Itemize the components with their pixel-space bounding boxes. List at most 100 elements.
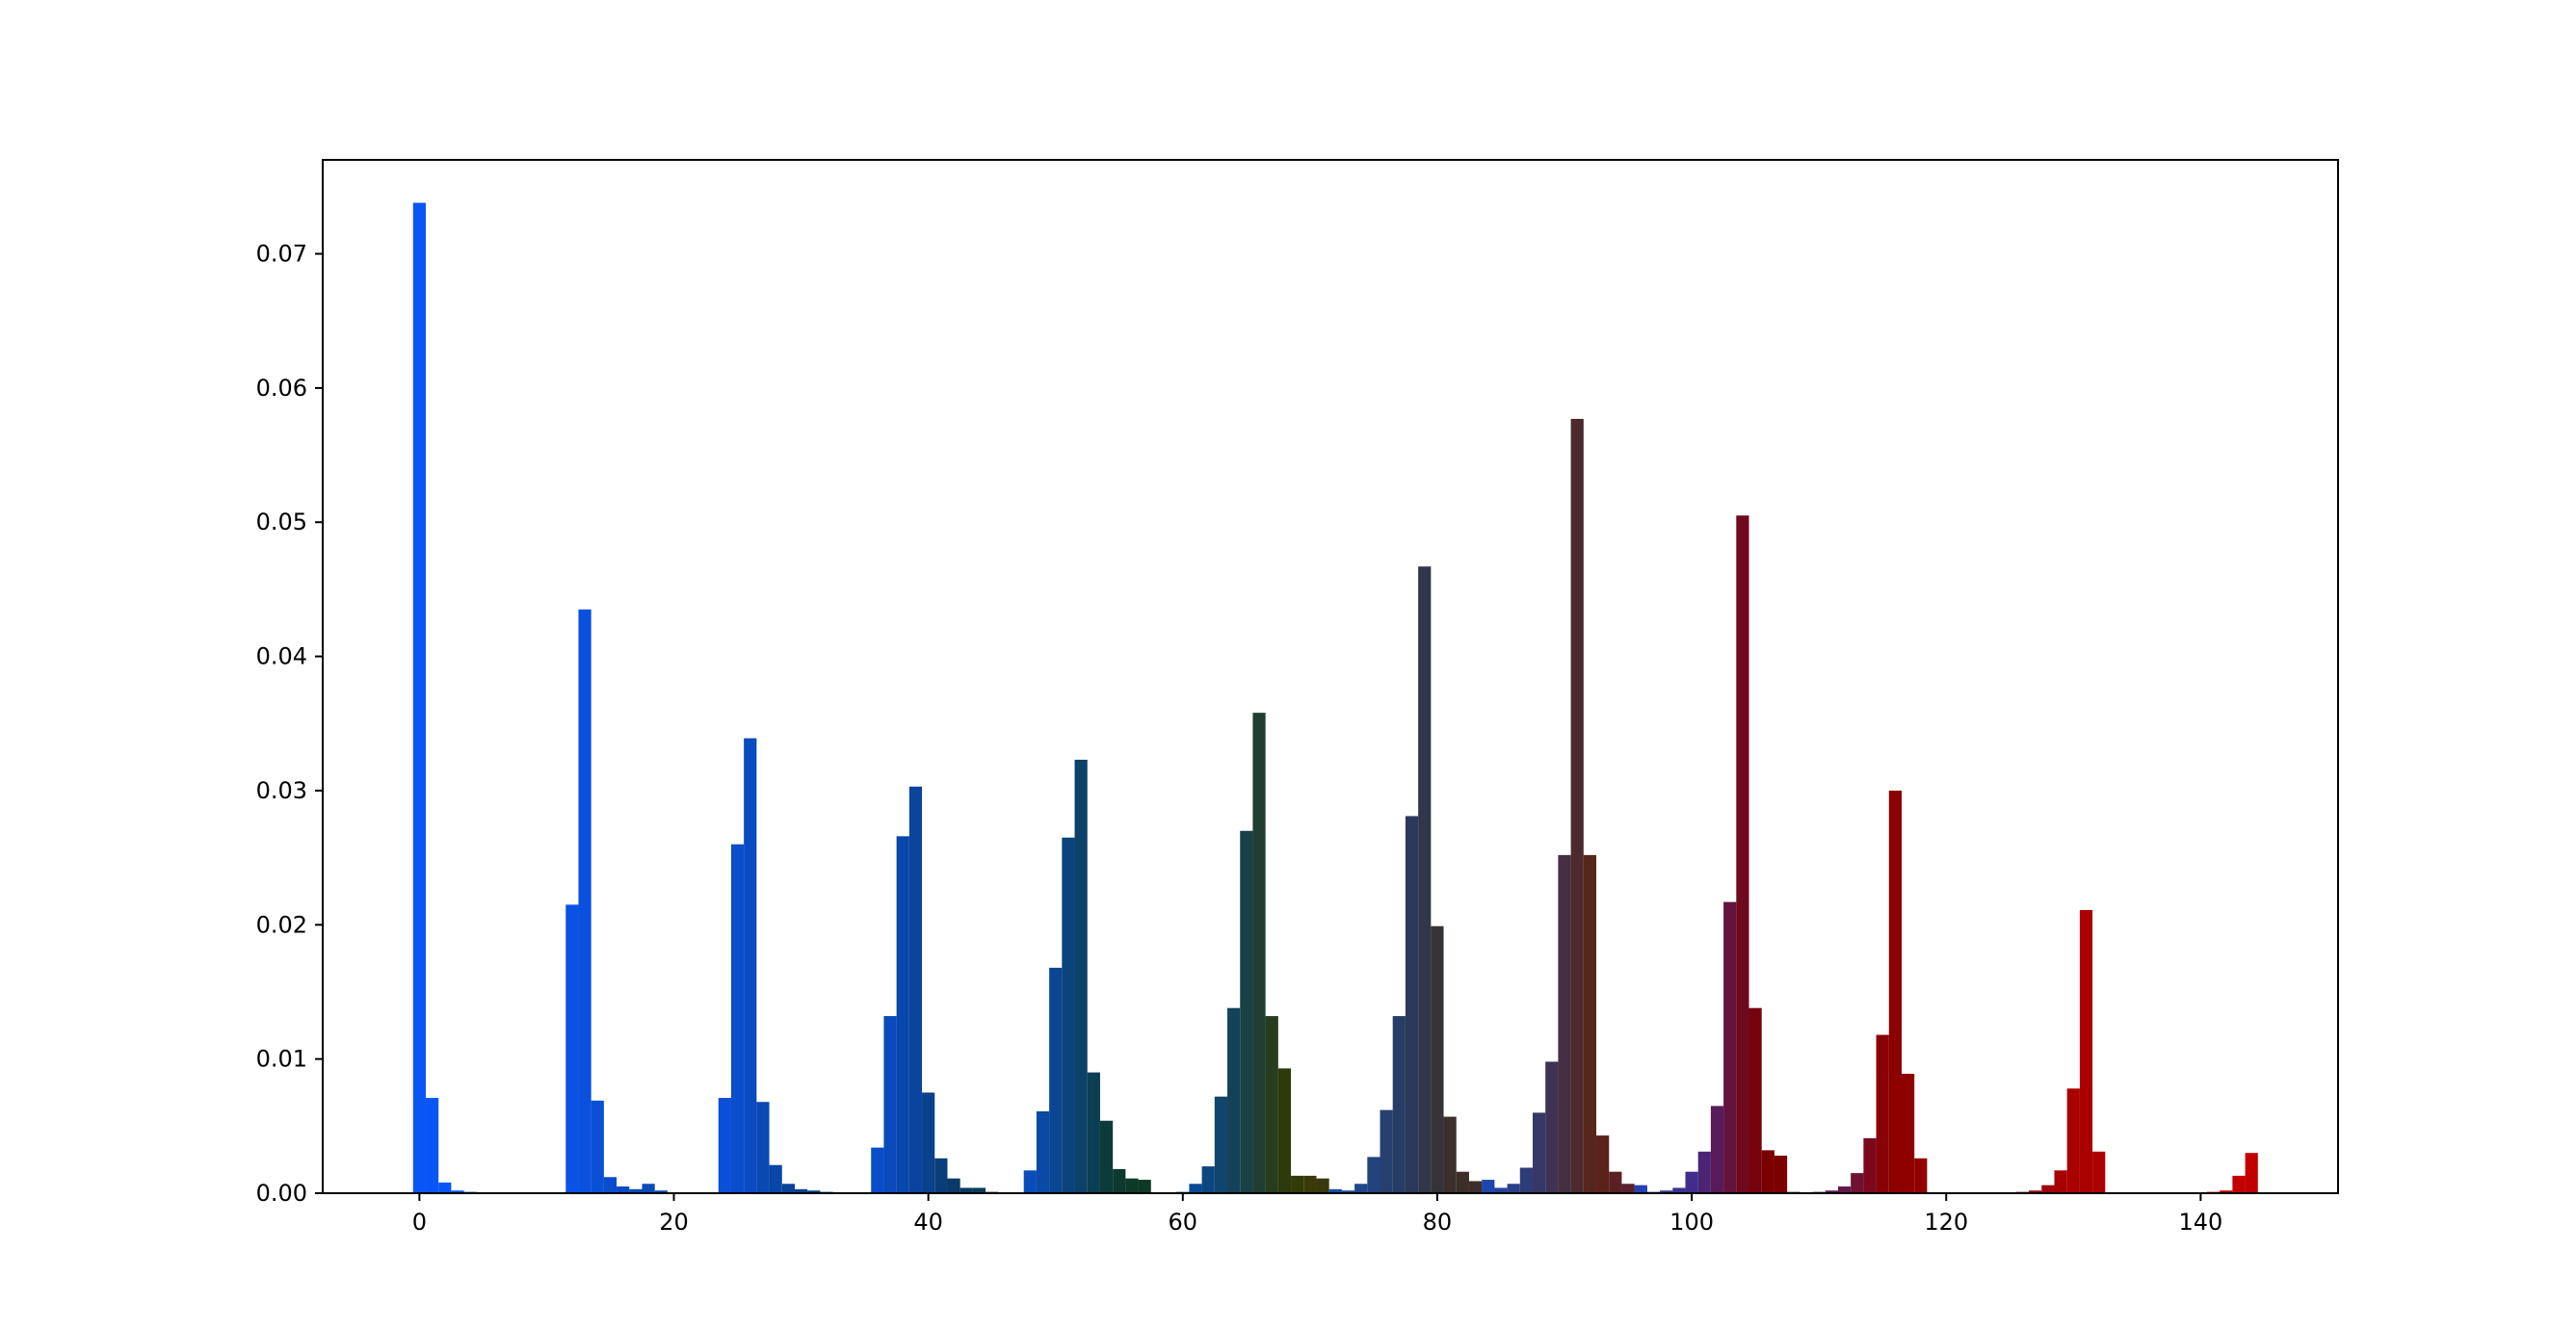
bar-103 <box>1723 901 1737 1193</box>
y-tick-label: 0.03 <box>256 777 307 804</box>
bar-95 <box>1621 1184 1635 1193</box>
bar-107 <box>1774 1155 1788 1193</box>
bar-24 <box>718 1098 731 1193</box>
x-tick-label: 60 <box>1169 1209 1198 1236</box>
bar-14 <box>591 1100 604 1193</box>
x-axis: 0 20 40 60 80 100 120 140 <box>412 1193 2222 1236</box>
bar-79 <box>1418 566 1432 1193</box>
bar-112 <box>1837 1186 1852 1193</box>
bar-19 <box>654 1190 668 1193</box>
bar-96 <box>1634 1185 1647 1193</box>
bar-115 <box>1876 1034 1889 1193</box>
x-tick-label: 0 <box>412 1209 427 1236</box>
bar-54 <box>1099 1120 1114 1193</box>
bar-85 <box>1494 1187 1508 1193</box>
bar-0 <box>412 202 426 1194</box>
bar-142 <box>2220 1190 2233 1193</box>
bar-144 <box>2245 1153 2258 1193</box>
y-tick-label: 0.06 <box>256 375 307 402</box>
bar-68 <box>1277 1068 1292 1193</box>
bar-113 <box>1851 1173 1864 1193</box>
x-tick-label: 100 <box>1669 1209 1714 1236</box>
bar-106 <box>1761 1150 1774 1193</box>
bar-62 <box>1201 1166 1215 1193</box>
bar-104 <box>1736 515 1749 1193</box>
bar-92 <box>1583 854 1597 1193</box>
bar-51 <box>1062 837 1075 1193</box>
bar-72 <box>1328 1188 1342 1193</box>
bar-66 <box>1252 713 1266 1193</box>
bar-52 <box>1074 759 1088 1193</box>
bar-48 <box>1023 1170 1037 1193</box>
bar-30 <box>794 1188 808 1193</box>
bar-84 <box>1482 1180 1495 1193</box>
bar-27 <box>756 1102 770 1193</box>
bar-87 <box>1519 1167 1533 1193</box>
x-tick-label: 80 <box>1423 1209 1453 1236</box>
bar-75 <box>1367 1157 1380 1193</box>
bar-76 <box>1380 1109 1393 1193</box>
bar-1 <box>425 1098 439 1193</box>
x-tick-label: 120 <box>1924 1209 1968 1236</box>
bar-2 <box>438 1182 452 1193</box>
bar-64 <box>1227 1007 1241 1193</box>
bar-29 <box>781 1184 795 1193</box>
bar-105 <box>1748 1007 1762 1193</box>
bar-91 <box>1570 418 1584 1193</box>
bar-132 <box>2092 1151 2106 1193</box>
y-tick-label: 0.00 <box>256 1180 307 1207</box>
bar-114 <box>1863 1137 1877 1193</box>
bar-53 <box>1087 1072 1100 1193</box>
bar-128 <box>2041 1185 2055 1193</box>
bar-37 <box>883 1016 897 1193</box>
bar-28 <box>769 1164 782 1193</box>
bar-36 <box>871 1147 884 1193</box>
bar-83 <box>1468 1181 1483 1193</box>
bar-15 <box>603 1177 618 1193</box>
bar-31 <box>807 1190 821 1193</box>
bar-102 <box>1710 1106 1724 1193</box>
bar-100 <box>1685 1171 1698 1193</box>
bar-57 <box>1138 1180 1151 1193</box>
bar-73 <box>1341 1190 1355 1193</box>
bar-50 <box>1049 967 1063 1193</box>
bar-118 <box>1914 1158 1928 1193</box>
y-tick-label: 0.04 <box>256 643 307 670</box>
bar-25 <box>730 844 745 1193</box>
bar-94 <box>1609 1171 1622 1193</box>
bar-127 <box>2029 1190 2042 1193</box>
bar-63 <box>1214 1096 1228 1193</box>
bar-130 <box>2066 1088 2080 1193</box>
bar-82 <box>1456 1171 1469 1193</box>
x-tick-label: 20 <box>659 1209 689 1236</box>
bar-70 <box>1303 1175 1317 1193</box>
bar-42 <box>947 1178 960 1193</box>
bar-55 <box>1113 1168 1126 1193</box>
bar-116 <box>1888 790 1902 1193</box>
bar-3 <box>451 1190 464 1193</box>
bar-88 <box>1532 1112 1546 1193</box>
bar-39 <box>908 786 923 1193</box>
bar-17 <box>629 1188 643 1193</box>
bar-44 <box>972 1187 986 1193</box>
bar-131 <box>2079 909 2093 1193</box>
bar-93 <box>1596 1135 1610 1193</box>
x-tick-label: 40 <box>913 1209 943 1236</box>
bar-40 <box>922 1092 935 1193</box>
bar-12 <box>565 904 579 1193</box>
bar-111 <box>1825 1190 1838 1193</box>
plot-frame <box>322 159 2339 1194</box>
bar-13 <box>578 609 591 1193</box>
bar-101 <box>1697 1151 1711 1193</box>
x-tick-label: 140 <box>2178 1209 2222 1236</box>
bar-18 <box>642 1184 655 1193</box>
bar-43 <box>959 1187 973 1193</box>
bar-67 <box>1265 1016 1278 1193</box>
bar-98 <box>1660 1190 1673 1193</box>
bar-41 <box>934 1158 948 1193</box>
y-tick-label: 0.01 <box>256 1046 307 1073</box>
bar-86 <box>1507 1184 1520 1193</box>
y-axis: 0.00 0.01 0.02 0.03 0.04 0.05 0.06 0.07 <box>256 241 323 1207</box>
y-tick-label: 0.02 <box>256 911 307 938</box>
